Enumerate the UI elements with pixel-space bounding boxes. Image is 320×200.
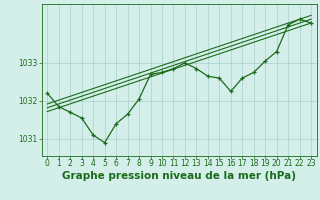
X-axis label: Graphe pression niveau de la mer (hPa): Graphe pression niveau de la mer (hPa) [62, 171, 296, 181]
